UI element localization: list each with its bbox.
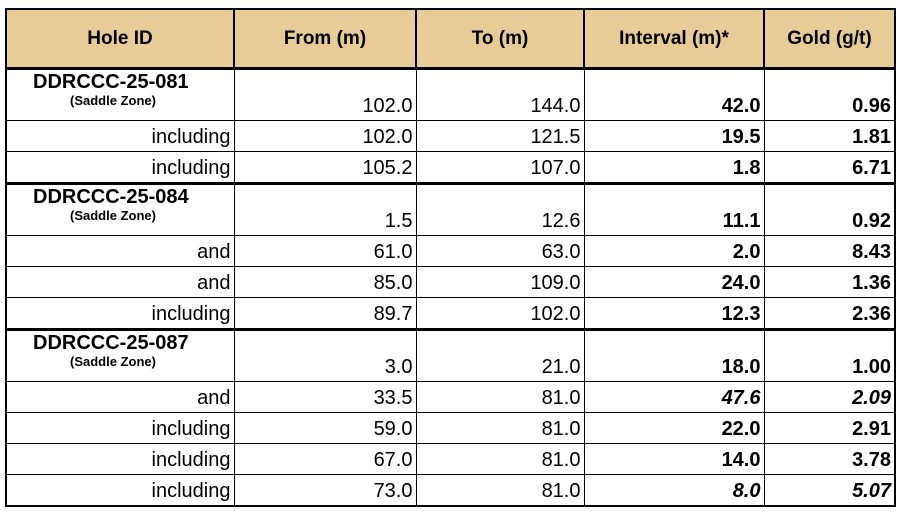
sub-interval-label: and: [5, 266, 235, 298]
from-cell: 73.0: [233, 474, 417, 507]
sub-interval-label: including: [5, 151, 235, 184]
interval-cell: 24.0: [583, 266, 765, 298]
to-cell: 81.0: [415, 443, 585, 475]
hole-id: DDRCCC-25-087: [33, 332, 189, 354]
table-row: including 89.7 102.0 12.3 2.36: [5, 297, 896, 330]
from-cell: 61.0: [233, 235, 417, 267]
to-cell: 81.0: [415, 474, 585, 507]
to-cell: 121.5: [415, 120, 585, 152]
zone-label: (Saddle Zone): [70, 354, 156, 369]
header-to: To (m): [415, 8, 585, 70]
hole-id: DDRCCC-25-084: [33, 186, 189, 208]
from-cell: 102.0: [233, 120, 417, 152]
sub-interval-label: and: [5, 381, 235, 413]
gold-cell: 1.00: [763, 328, 896, 382]
to-cell: 12.6: [415, 182, 585, 236]
interval-cell: 19.5: [583, 120, 765, 152]
interval-cell: 18.0: [583, 328, 765, 382]
zone-label: (Saddle Zone): [70, 93, 156, 108]
zone-label: (Saddle Zone): [70, 208, 156, 223]
table-row: including 67.0 81.0 14.0 3.78: [5, 443, 896, 475]
sub-interval-label: including: [5, 474, 235, 507]
to-cell: 63.0: [415, 235, 585, 267]
gold-cell: 2.09: [763, 381, 896, 413]
from-cell: 67.0: [233, 443, 417, 475]
from-cell: 105.2: [233, 151, 417, 184]
from-cell: 1.5: [233, 182, 417, 236]
to-cell: 107.0: [415, 151, 585, 184]
from-cell: 89.7: [233, 297, 417, 330]
hole-row: DDRCCC-25-087 (Saddle Zone) 3.0 21.0 18.0 1.0…: [5, 328, 896, 382]
to-cell: 21.0: [415, 328, 585, 382]
interval-cell: 2.0: [583, 235, 765, 267]
to-cell: 81.0: [415, 412, 585, 444]
sub-interval-label: including: [5, 443, 235, 475]
interval-cell: 12.3: [583, 297, 765, 330]
gold-cell: 8.43: [763, 235, 896, 267]
sub-interval-label: including: [5, 120, 235, 152]
from-cell: 102.0: [233, 67, 417, 121]
hole-id: DDRCCC-25-081: [33, 71, 189, 93]
sub-interval-label: including: [5, 412, 235, 444]
table-row: including 73.0 81.0 8.0 5.07: [5, 474, 896, 507]
table-body: DDRCCC-25-081 (Saddle Zone) 102.0 144.0 42.0…: [5, 67, 896, 507]
hole-id-cell: DDRCCC-25-087 (Saddle Zone): [5, 328, 235, 382]
interval-cell: 42.0: [583, 67, 765, 121]
from-cell: 33.5: [233, 381, 417, 413]
interval-cell: 1.8: [583, 151, 765, 184]
sub-interval-label: including: [5, 297, 235, 330]
header-gold: Gold (g/t): [763, 8, 896, 70]
hole-row: DDRCCC-25-081 (Saddle Zone) 102.0 144.0 42.0…: [5, 67, 896, 121]
header-hole-id: Hole ID: [5, 8, 235, 70]
gold-cell: 0.96: [763, 67, 896, 121]
gold-cell: 2.36: [763, 297, 896, 330]
gold-cell: 6.71: [763, 151, 896, 184]
header-row: Hole ID From (m) To (m) Interval (m)* Go…: [5, 8, 896, 70]
interval-cell: 14.0: [583, 443, 765, 475]
interval-cell: 8.0: [583, 474, 765, 507]
to-cell: 109.0: [415, 266, 585, 298]
from-cell: 85.0: [233, 266, 417, 298]
hole-id-cell: DDRCCC-25-081 (Saddle Zone): [5, 67, 235, 121]
gold-cell: 3.78: [763, 443, 896, 475]
interval-cell: 22.0: [583, 412, 765, 444]
header-interval: Interval (m)*: [583, 8, 765, 70]
table-row: and 61.0 63.0 2.0 8.43: [5, 235, 896, 267]
table-row: including 102.0 121.5 19.5 1.81: [5, 120, 896, 152]
gold-cell: 0.92: [763, 182, 896, 236]
from-cell: 59.0: [233, 412, 417, 444]
interval-cell: 11.1: [583, 182, 765, 236]
hole-id-cell: DDRCCC-25-084 (Saddle Zone): [5, 182, 235, 236]
drill-results-table: Hole ID From (m) To (m) Interval (m)* Go…: [5, 8, 896, 507]
interval-cell: 47.6: [583, 381, 765, 413]
to-cell: 81.0: [415, 381, 585, 413]
table-row: and 33.5 81.0 47.6 2.09: [5, 381, 896, 413]
to-cell: 102.0: [415, 297, 585, 330]
from-cell: 3.0: [233, 328, 417, 382]
table-row: including 59.0 81.0 22.0 2.91: [5, 412, 896, 444]
table-row: including 105.2 107.0 1.8 6.71: [5, 151, 896, 184]
gold-cell: 1.81: [763, 120, 896, 152]
hole-row: DDRCCC-25-084 (Saddle Zone) 1.5 12.6 11.1 0.9…: [5, 182, 896, 236]
table-row: and 85.0 109.0 24.0 1.36: [5, 266, 896, 298]
gold-cell: 1.36: [763, 266, 896, 298]
header-from: From (m): [233, 8, 417, 70]
to-cell: 144.0: [415, 67, 585, 121]
sub-interval-label: and: [5, 235, 235, 267]
gold-cell: 2.91: [763, 412, 896, 444]
gold-cell: 5.07: [763, 474, 896, 507]
